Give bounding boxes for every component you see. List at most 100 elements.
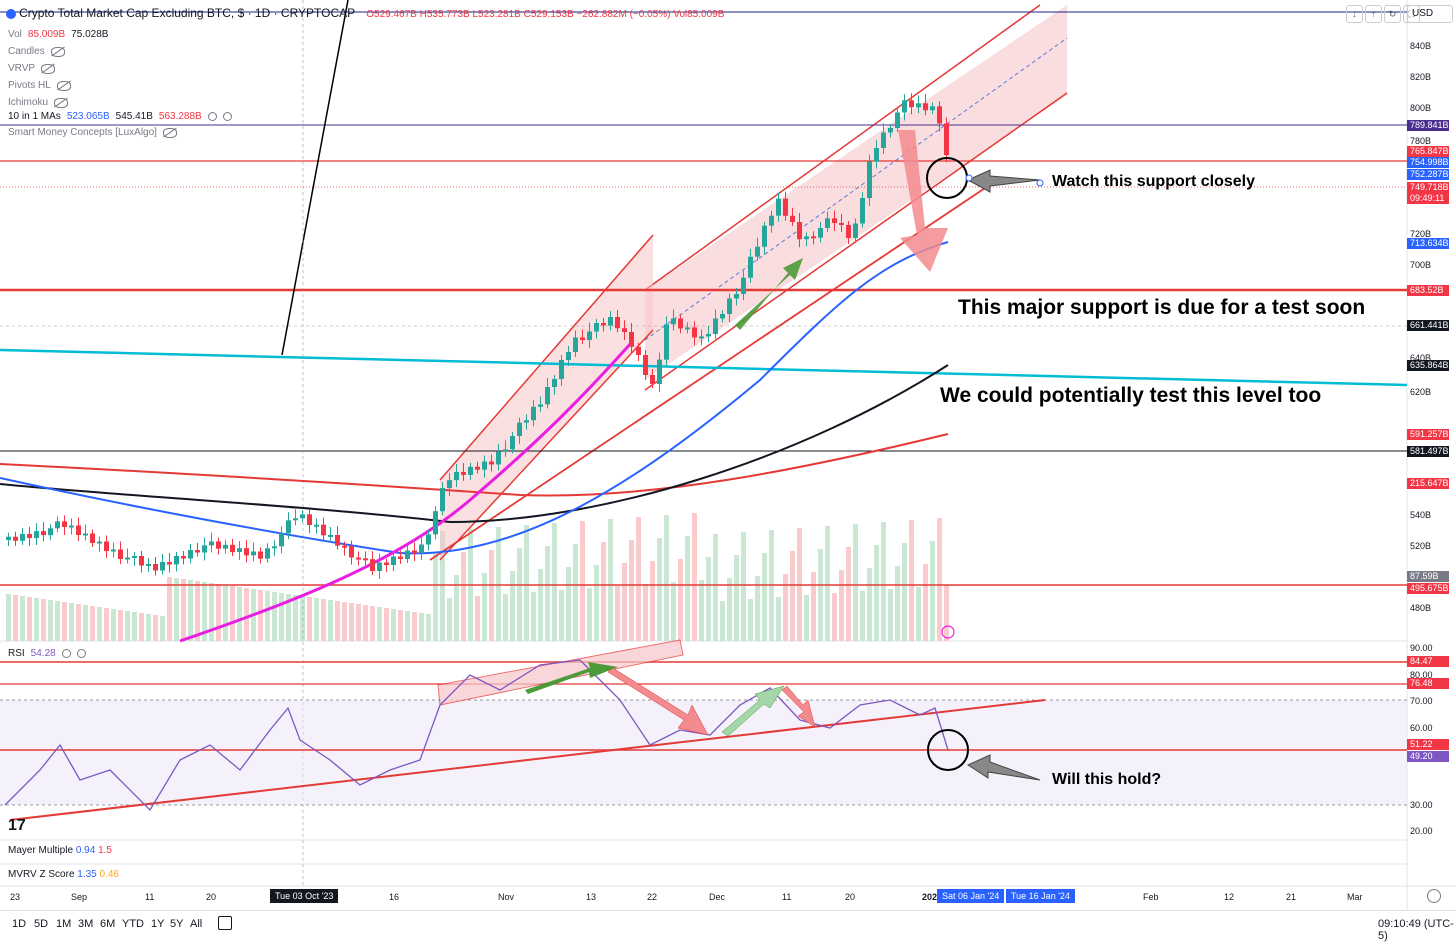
candle bbox=[335, 535, 340, 546]
candle bbox=[538, 404, 543, 407]
hidden-eye-icon[interactable] bbox=[162, 127, 177, 138]
candle bbox=[314, 524, 319, 527]
candle bbox=[223, 544, 228, 549]
hidden-eye-icon[interactable] bbox=[41, 63, 56, 74]
candle bbox=[202, 545, 207, 553]
settings-dot-icon[interactable] bbox=[222, 112, 232, 121]
candle bbox=[286, 520, 291, 534]
mvrv-legend[interactable]: MVRV Z Score 1.35 0.46 bbox=[8, 869, 119, 880]
candles-legend[interactable]: Candles bbox=[8, 43, 108, 60]
volume-bar bbox=[76, 604, 81, 641]
volume-bar bbox=[286, 594, 291, 641]
ma-100 bbox=[0, 364, 949, 524]
flash-icon bbox=[941, 625, 955, 639]
volume-bar bbox=[335, 601, 340, 641]
mayer-legend[interactable]: Mayer Multiple 0.94 1.5 bbox=[8, 845, 112, 856]
annotation-test-level: We could potentially test this level too bbox=[940, 384, 1322, 407]
tf-3m[interactable]: 3M bbox=[78, 918, 94, 930]
hidden-eye-icon[interactable] bbox=[50, 46, 65, 57]
candle bbox=[321, 524, 326, 536]
tf-5y[interactable]: 5Y bbox=[170, 918, 184, 930]
tf-1y[interactable]: 1Y bbox=[151, 918, 165, 930]
candle bbox=[391, 556, 396, 565]
settings-dot-icon[interactable] bbox=[76, 649, 86, 658]
rsi-legend[interactable]: RSI 54.28 bbox=[8, 648, 86, 659]
candle bbox=[643, 355, 648, 375]
settings-dot-icon[interactable] bbox=[207, 112, 217, 121]
reset-icon[interactable]: ↻ bbox=[1384, 5, 1401, 23]
currency-select[interactable]: USD bbox=[1407, 5, 1453, 23]
hidden-eye-icon[interactable] bbox=[56, 80, 71, 91]
volume-bar bbox=[146, 614, 151, 641]
volume-bar bbox=[573, 544, 578, 641]
candle bbox=[832, 218, 837, 223]
volume-bar bbox=[300, 596, 305, 641]
price-label: 87.59B bbox=[1407, 571, 1449, 582]
ichimoku-legend[interactable]: Ichimoku bbox=[8, 94, 108, 111]
rsi-green-arrow-1 bbox=[525, 662, 618, 694]
candle bbox=[384, 562, 389, 565]
candle bbox=[475, 466, 480, 470]
candle bbox=[482, 461, 487, 470]
ma-legend[interactable]: 10 in 1 MAs 523.065B 545.41B 563.288B bbox=[8, 111, 232, 122]
volume-bar bbox=[69, 603, 74, 641]
symbol-title[interactable]: Crypto Total Market Cap Excluding BTC, $… bbox=[19, 6, 356, 20]
volume-bar bbox=[83, 605, 88, 641]
candle bbox=[419, 544, 424, 553]
candle bbox=[55, 521, 60, 529]
candle bbox=[244, 548, 249, 556]
volume-bar bbox=[706, 557, 711, 641]
candle bbox=[622, 328, 627, 332]
candle bbox=[727, 298, 732, 314]
volume-bar bbox=[818, 549, 823, 641]
tf-all[interactable]: All bbox=[190, 918, 203, 930]
calendar-icon[interactable] bbox=[218, 916, 232, 930]
volume-bar bbox=[790, 551, 795, 641]
candle bbox=[167, 562, 172, 565]
settings-dot-icon[interactable] bbox=[61, 649, 71, 658]
candle bbox=[909, 100, 914, 108]
volume-bar bbox=[258, 590, 263, 641]
arrow-down-icon[interactable]: ↓ bbox=[1346, 5, 1363, 23]
volume-bar bbox=[804, 595, 809, 641]
candle bbox=[825, 218, 830, 228]
vol-legend[interactable]: Vol 85.009B 75.028B bbox=[8, 29, 109, 40]
candle bbox=[34, 531, 39, 538]
volume-bar bbox=[377, 607, 382, 641]
volume-bar bbox=[671, 582, 676, 641]
tf-1m[interactable]: 1M bbox=[56, 918, 72, 930]
candle bbox=[580, 337, 585, 340]
candle bbox=[559, 360, 564, 379]
volume-bar bbox=[111, 609, 116, 641]
rsi-red-arrow-1 bbox=[607, 667, 709, 736]
candle bbox=[734, 294, 739, 299]
volume-bar bbox=[20, 596, 25, 641]
candle bbox=[146, 564, 151, 566]
settings-gear-icon[interactable] bbox=[1427, 889, 1441, 903]
price-label: 215.647B bbox=[1407, 478, 1449, 489]
volume-bar bbox=[426, 614, 431, 641]
pivots-legend[interactable]: Pivots HL bbox=[8, 77, 108, 94]
candle bbox=[307, 514, 312, 525]
candle bbox=[650, 375, 655, 384]
tf-ytd[interactable]: YTD bbox=[122, 918, 144, 930]
tf-6m[interactable]: 6M bbox=[100, 918, 116, 930]
tf-1d[interactable]: 1D bbox=[12, 918, 27, 930]
tv-logo-icon: 17 bbox=[8, 817, 26, 834]
arrow-up-icon[interactable]: ↑ bbox=[1365, 5, 1382, 23]
hidden-eye-icon[interactable] bbox=[54, 97, 69, 108]
candle bbox=[48, 528, 53, 536]
tf-5d[interactable]: 5D bbox=[34, 918, 49, 930]
candle bbox=[601, 323, 606, 326]
volume-bar bbox=[636, 517, 641, 641]
volume-bar bbox=[650, 561, 655, 641]
volume-bar bbox=[181, 579, 186, 641]
cursor-date-badge: Tue 03 Oct '23 bbox=[270, 889, 339, 903]
vrvp-legend[interactable]: VRVP bbox=[8, 60, 108, 77]
smc-legend[interactable]: Smart Money Concepts [LuxAlgo] bbox=[8, 127, 177, 138]
candle bbox=[426, 534, 431, 545]
candle bbox=[531, 406, 536, 421]
candle bbox=[573, 337, 578, 352]
clock[interactable]: 09:10:49 (UTC-5) bbox=[1378, 918, 1454, 942]
